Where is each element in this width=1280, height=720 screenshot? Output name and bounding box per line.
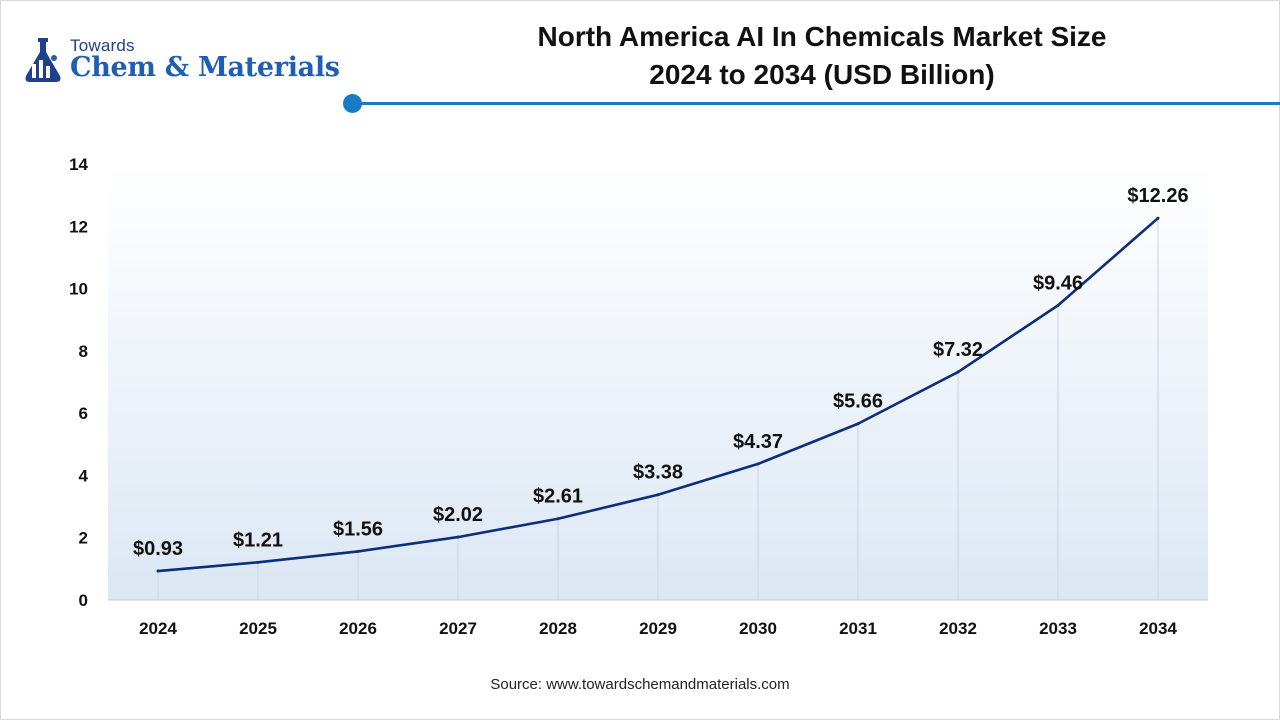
chart-title-line1: North America AI In Chemicals Market Siz… — [537, 21, 1107, 52]
x-tick-label: 2031 — [839, 619, 877, 638]
data-point — [156, 569, 160, 573]
data-point — [356, 549, 360, 553]
y-tick-label: 8 — [79, 342, 88, 361]
data-label: $2.02 — [433, 504, 483, 526]
brand-line2: Chem & Materials — [70, 52, 340, 83]
x-tick-label: 2025 — [239, 619, 277, 638]
x-tick-label: 2029 — [639, 619, 677, 638]
data-point — [1056, 303, 1060, 307]
source-note: Source: www.towardschemandmaterials.com — [490, 676, 790, 693]
data-label: $9.46 — [1033, 272, 1083, 294]
data-label: $0.93 — [133, 538, 183, 560]
x-tick-label: 2033 — [1039, 619, 1077, 638]
y-tick-label: 10 — [69, 280, 88, 299]
x-tick-label: 2027 — [439, 619, 477, 638]
data-point — [556, 517, 560, 521]
data-point — [956, 370, 960, 374]
data-point — [656, 493, 660, 497]
data-label: $1.21 — [233, 529, 283, 551]
data-label: $12.26 — [1127, 185, 1188, 207]
data-point — [1156, 216, 1160, 220]
data-point — [856, 422, 860, 426]
title-divider — [352, 102, 1280, 105]
data-label: $7.32 — [933, 339, 983, 361]
y-tick-label: 4 — [79, 466, 89, 485]
data-label: $5.66 — [833, 391, 883, 413]
chart-title: North America AI In Chemicals Market Siz… — [440, 18, 1204, 94]
x-tick-label: 2030 — [739, 619, 777, 638]
brand-logo: Towards Chem & Materials — [22, 36, 342, 86]
chart-title-line2: 2024 to 2034 (USD Billion) — [649, 59, 995, 90]
flask-logo-icon — [25, 38, 61, 82]
x-tick-label: 2024 — [139, 619, 177, 638]
data-label: $3.38 — [633, 462, 683, 484]
x-tick-label: 2032 — [939, 619, 977, 638]
data-label: $1.56 — [333, 518, 383, 540]
y-tick-label: 2 — [79, 529, 88, 548]
data-label: $4.37 — [733, 431, 783, 453]
data-point — [756, 462, 760, 466]
data-point — [456, 535, 460, 539]
y-tick-label: 14 — [69, 155, 88, 174]
brand-line1: Towards — [70, 36, 135, 55]
y-tick-label: 0 — [79, 591, 88, 610]
data-point — [256, 560, 260, 564]
y-tick-label: 6 — [79, 404, 88, 423]
x-tick-label: 2034 — [1139, 619, 1177, 638]
data-label: $2.61 — [533, 486, 583, 508]
y-tick-label: 12 — [69, 217, 88, 236]
x-tick-label: 2028 — [539, 619, 577, 638]
x-tick-label: 2026 — [339, 619, 377, 638]
